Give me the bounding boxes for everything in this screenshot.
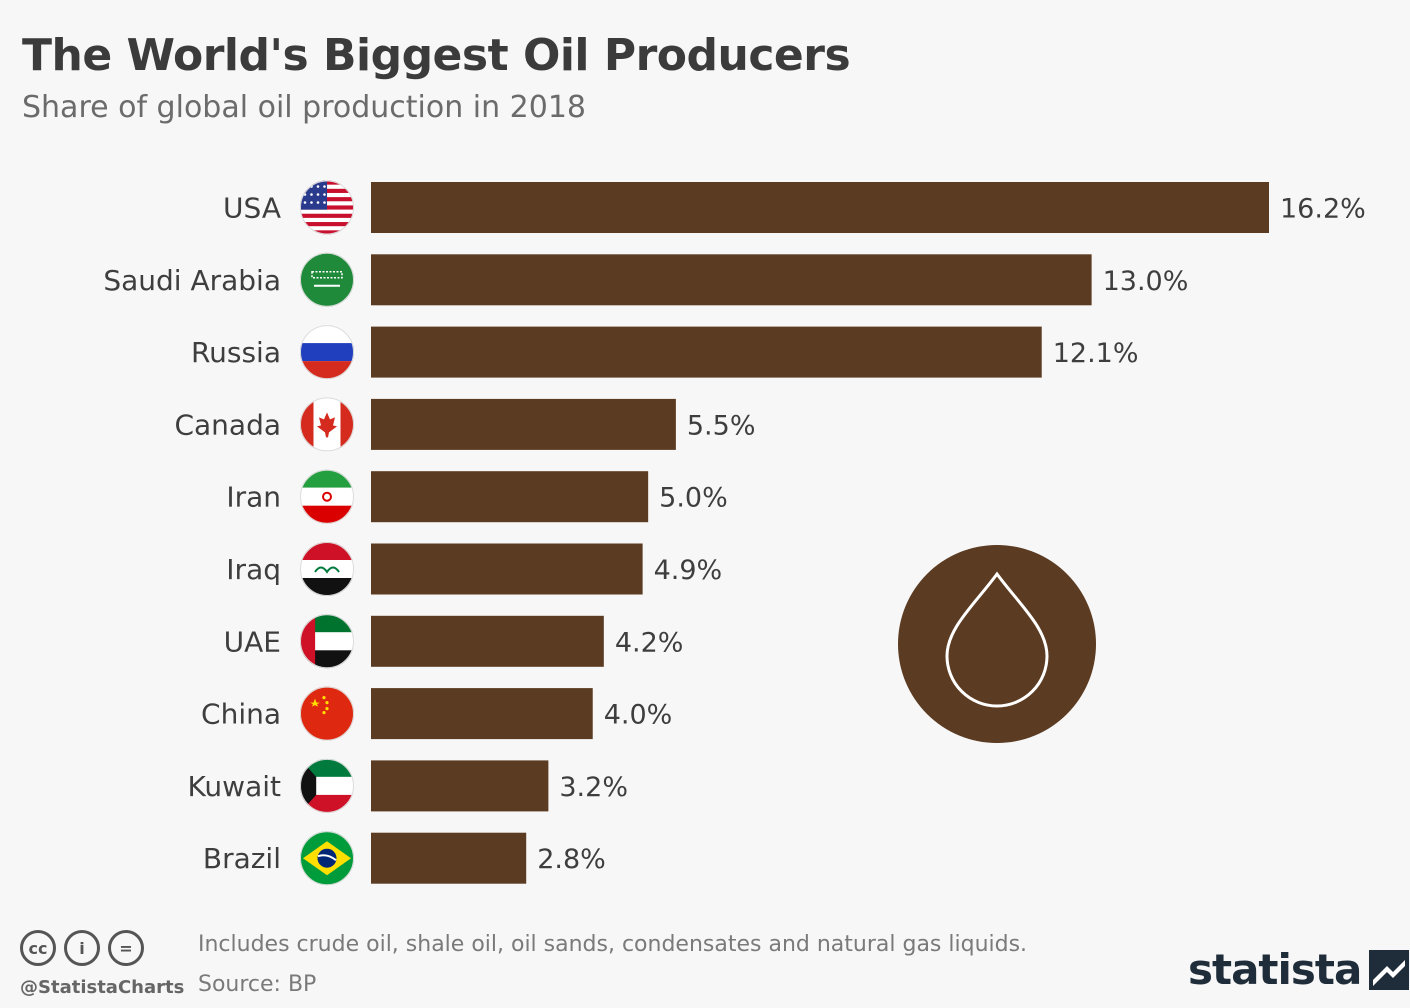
- value-label: 5.5%: [687, 410, 756, 441]
- china-flag-icon: [300, 686, 354, 741]
- category-label: Iraq: [226, 553, 281, 586]
- bar: [371, 688, 593, 740]
- oil-drop-icon: [898, 545, 1096, 743]
- value-label: 2.8%: [537, 844, 606, 875]
- value-label: 13.0%: [1103, 266, 1189, 297]
- iraq-flag-icon: [300, 542, 354, 596]
- bar: [371, 254, 1092, 306]
- bar: [371, 471, 649, 523]
- category-label: UAE: [224, 625, 281, 658]
- brand-name: statista: [1188, 945, 1362, 994]
- bar: [371, 543, 643, 595]
- category-label: Kuwait: [187, 770, 281, 803]
- kuwait-flag-icon: [300, 758, 354, 813]
- license-icons: cc i =: [20, 930, 144, 966]
- chart-title: The World's Biggest Oil Producers: [22, 30, 851, 81]
- value-label: 5.0%: [659, 483, 728, 514]
- cc-icon: cc: [20, 930, 56, 966]
- chart-subtitle: Share of global oil production in 2018: [22, 90, 587, 125]
- footnote: Includes crude oil, shale oil, oil sands…: [198, 932, 1028, 957]
- value-label: 4.0%: [604, 700, 673, 731]
- source-note: Source: BP: [198, 972, 317, 997]
- canada-flag-icon: [300, 397, 354, 452]
- category-label: China: [201, 698, 281, 731]
- bar: [371, 832, 527, 884]
- nd-icon: =: [108, 930, 144, 966]
- by-icon: i: [64, 930, 100, 966]
- iran-flag-icon: [300, 469, 354, 524]
- category-label: Brazil: [203, 842, 281, 875]
- value-label: 12.1%: [1053, 338, 1139, 369]
- value-label: 4.9%: [654, 555, 723, 586]
- statista-logo[interactable]: statista: [1188, 945, 1410, 994]
- bar: [371, 182, 1269, 233]
- category-label: Canada: [174, 408, 281, 441]
- bar: [371, 398, 676, 450]
- saudi-arabia-flag-icon: [300, 252, 354, 307]
- brazil-flag-icon: [300, 831, 354, 886]
- statista-mark-icon: [1369, 949, 1410, 990]
- twitter-handle[interactable]: @StatistaCharts: [20, 977, 185, 998]
- category-label: Iran: [226, 481, 281, 514]
- value-label: 3.2%: [559, 772, 628, 803]
- category-label: Russia: [191, 336, 281, 369]
- uae-flag-icon: [300, 614, 354, 669]
- usa-flag-icon: [300, 180, 354, 235]
- value-label: 16.2%: [1280, 194, 1366, 225]
- category-label: USA: [223, 192, 281, 225]
- bar: [371, 760, 549, 812]
- category-label: Saudi Arabia: [103, 264, 281, 297]
- value-label: 4.2%: [615, 627, 684, 658]
- bar: [371, 615, 604, 667]
- russia-flag-icon: [300, 325, 354, 380]
- bar: [371, 326, 1042, 378]
